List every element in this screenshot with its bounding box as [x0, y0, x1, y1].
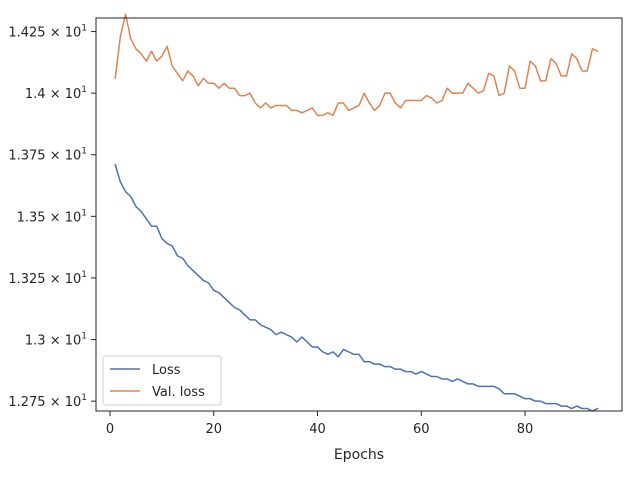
series-line-val-loss [114, 13, 599, 117]
x-axis-label: Epochs [334, 447, 384, 463]
legend: Loss Val. loss [102, 355, 222, 406]
plot-area [114, 13, 599, 412]
axes-frame [95, 17, 623, 412]
x-tick-label: 0 [106, 422, 114, 437]
legend-label-val-loss: Val. loss [152, 385, 205, 400]
axis-ticks: 0 20 40 60 80 1.275 × 101 1.3 × 101 1.325 × 101… [8, 24, 533, 437]
y-tick-label: 1.275 × 101 [8, 393, 87, 410]
y-tick-label: 1.375 × 101 [8, 147, 87, 164]
legend-label-loss: Loss [152, 363, 181, 378]
x-tick-label: 80 [517, 422, 534, 437]
x-tick-label: 60 [413, 422, 430, 437]
series-line-loss [114, 163, 599, 412]
y-tick-label: 1.4 × 101 [25, 85, 87, 102]
x-tick-label: 20 [205, 422, 222, 437]
y-tick-label: 1.425 × 101 [8, 24, 87, 41]
x-tick-label: 40 [309, 422, 326, 437]
y-tick-label: 1.35 × 101 [17, 208, 87, 225]
y-tick-label: 1.3 × 101 [25, 332, 87, 349]
y-tick-label: 1.325 × 101 [8, 270, 87, 287]
